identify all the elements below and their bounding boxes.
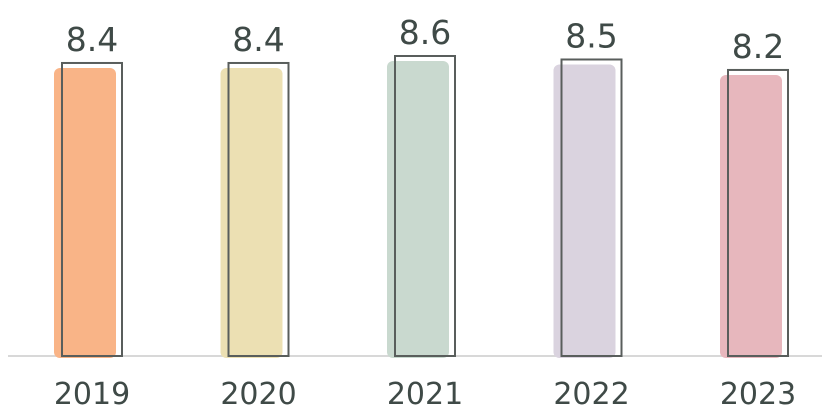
bar-fill-2020 [220, 67, 283, 358]
value-label-2020: 8.4 [232, 20, 284, 59]
category-label-2021: 2021 [387, 377, 463, 412]
bar-outline-2019 [61, 61, 123, 357]
category-label-2020: 2020 [220, 377, 296, 412]
bar-fill-2019 [54, 67, 116, 358]
category-label-2023: 2023 [720, 377, 796, 412]
value-label-2019: 8.4 [66, 20, 118, 59]
bar-outline-2023 [727, 68, 789, 357]
bar-outline-2020 [227, 61, 290, 357]
bar-outline-2021 [394, 55, 456, 357]
bar-fill-2022 [553, 64, 616, 358]
value-label-2023: 8.2 [732, 27, 784, 66]
value-label-2022: 8.5 [565, 16, 617, 55]
bars-group [54, 55, 789, 358]
bar-fill-2021 [387, 61, 449, 358]
value-label-2021: 8.6 [399, 13, 451, 52]
bar-fill-2023 [720, 74, 782, 358]
category-label-2019: 2019 [54, 377, 130, 412]
category-labels-group: 2019 2020 2021 2022 2023 [54, 377, 796, 412]
category-label-2022: 2022 [553, 377, 629, 412]
value-labels-group: 8.4 8.4 8.6 8.5 8.2 [66, 13, 784, 66]
bar-outline-2022 [560, 58, 623, 357]
